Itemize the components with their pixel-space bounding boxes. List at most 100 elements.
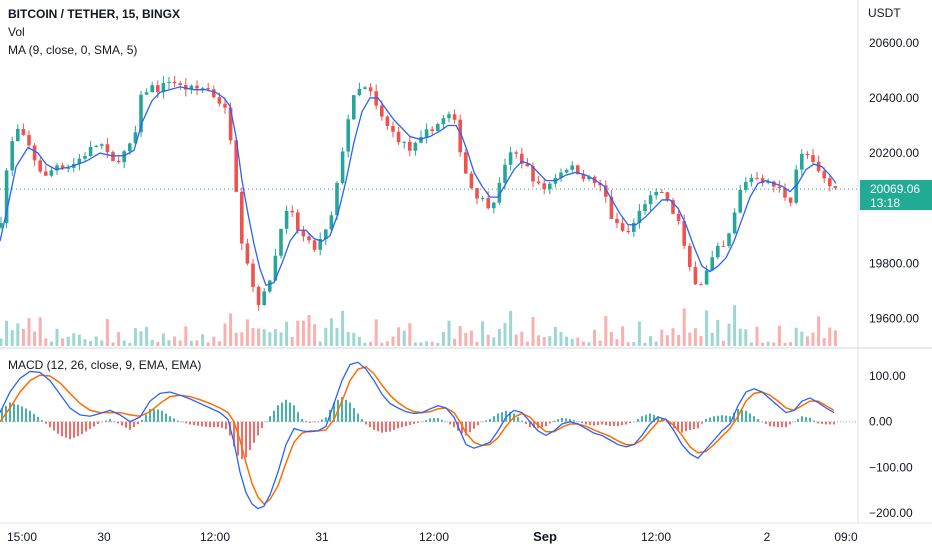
macd-histogram-bar [201, 421, 203, 427]
volume-bar [397, 327, 401, 346]
candle-body [626, 230, 630, 232]
candle-body [441, 118, 446, 125]
macd-histogram-bar [509, 412, 511, 422]
volume-bar [503, 322, 507, 346]
candle-body [144, 92, 149, 95]
candle-body [83, 155, 87, 159]
macd-histogram-bar [113, 421, 115, 422]
macd-histogram-bar [189, 421, 191, 425]
volume-bar [363, 342, 367, 346]
volume-bar [531, 316, 535, 346]
volume-bar [481, 321, 485, 346]
macd-histogram-bar [325, 417, 327, 422]
macd-histogram-bar [73, 421, 75, 438]
candle-body [480, 198, 485, 200]
macd-histogram-bar [117, 421, 119, 424]
macd-histogram-bar [753, 416, 755, 422]
candle-body [256, 286, 261, 306]
macd-histogram-bar [61, 421, 63, 437]
volume-bar [251, 328, 255, 346]
macd-histogram-bar [361, 418, 363, 422]
volume-bar [783, 342, 787, 346]
macd-histogram-bar [697, 421, 699, 429]
macd-histogram-bar [405, 421, 407, 427]
candle-body [682, 220, 686, 246]
macd-histogram-bar [93, 421, 95, 427]
macd-histogram-bar [769, 421, 771, 427]
macd-histogram-bar [153, 409, 155, 422]
volume-bar [436, 342, 440, 346]
volume-bar [430, 341, 434, 346]
macd-histogram-bar [729, 416, 731, 422]
macd-histogram-bar [613, 421, 615, 427]
volume-bar [245, 319, 249, 346]
volume-bar [811, 332, 815, 346]
macd-histogram-bar [161, 410, 163, 422]
macd-histogram-bar [665, 421, 667, 423]
macd-histogram-bar [381, 421, 383, 433]
volume-bar [189, 340, 193, 346]
volume-bar [581, 341, 585, 346]
candle-body [178, 83, 182, 86]
macd-histogram-bar [469, 421, 471, 433]
candle-body [66, 167, 70, 169]
volume-bar [632, 342, 636, 346]
volume-bar [699, 335, 703, 346]
candle-body [615, 218, 619, 224]
candle-body [637, 210, 642, 223]
macd-histogram-bar [713, 416, 715, 422]
candle-body [732, 212, 737, 234]
candle-body [223, 103, 227, 108]
ma-label[interactable]: MA (9, close, 0, SMA, 5) [8, 43, 138, 57]
macd-histogram-bar [717, 415, 719, 422]
macd-histogram-bar [313, 421, 315, 423]
volume-bar [94, 336, 98, 346]
macd-histogram-bar [453, 421, 455, 428]
volume-bar [268, 332, 272, 346]
candle-body [699, 284, 703, 286]
volume-label[interactable]: Vol [8, 25, 25, 39]
signal-line [0, 366, 835, 506]
volume-bar [49, 341, 53, 346]
macd-histogram-bar [317, 421, 319, 423]
macd-histogram-bar [177, 420, 179, 422]
candle-body [469, 173, 474, 189]
price-tick-label: 20200.00 [869, 146, 919, 160]
candle-body [357, 88, 362, 96]
macd-histogram-bar [733, 412, 735, 422]
time-tick-label: 12:00 [419, 530, 449, 544]
volume-bar [509, 310, 513, 346]
macd-histogram-bar [261, 421, 263, 429]
candle-body [301, 230, 306, 237]
volume-bar [514, 334, 518, 346]
candle-body [464, 152, 468, 174]
volume-bar [324, 327, 328, 346]
volume-bar [570, 338, 574, 346]
volume-bar [111, 342, 115, 346]
macd-label[interactable]: MACD (12, 26, close, 9, EMA, EMA) [8, 358, 202, 372]
volume-bar [464, 332, 468, 346]
volume-bar [705, 310, 709, 346]
macd-histogram-bar [557, 419, 559, 422]
macd-histogram-bar [653, 414, 655, 422]
volume-bar [212, 336, 216, 346]
candle-body [200, 88, 205, 90]
macd-histogram-bar [273, 410, 275, 422]
volume-bar [637, 321, 641, 346]
macd-histogram-bar [9, 402, 11, 422]
volume-bar [453, 338, 457, 346]
candle-body [340, 151, 345, 184]
volume-bar [598, 340, 602, 346]
macd-histogram-bar [217, 421, 219, 428]
symbol-title[interactable]: BITCOIN / TETHER, 15, BINGX [8, 7, 181, 21]
macd-histogram-bar [637, 418, 639, 422]
candle-body [676, 213, 681, 221]
volume-bar [374, 319, 378, 346]
volume-bar [469, 330, 473, 346]
candle-body [172, 81, 177, 84]
volume-bar [139, 331, 143, 346]
macd-tick-label: 0.00 [869, 415, 893, 429]
macd-histogram-bar [297, 412, 299, 422]
macd-histogram-bar [669, 421, 671, 426]
